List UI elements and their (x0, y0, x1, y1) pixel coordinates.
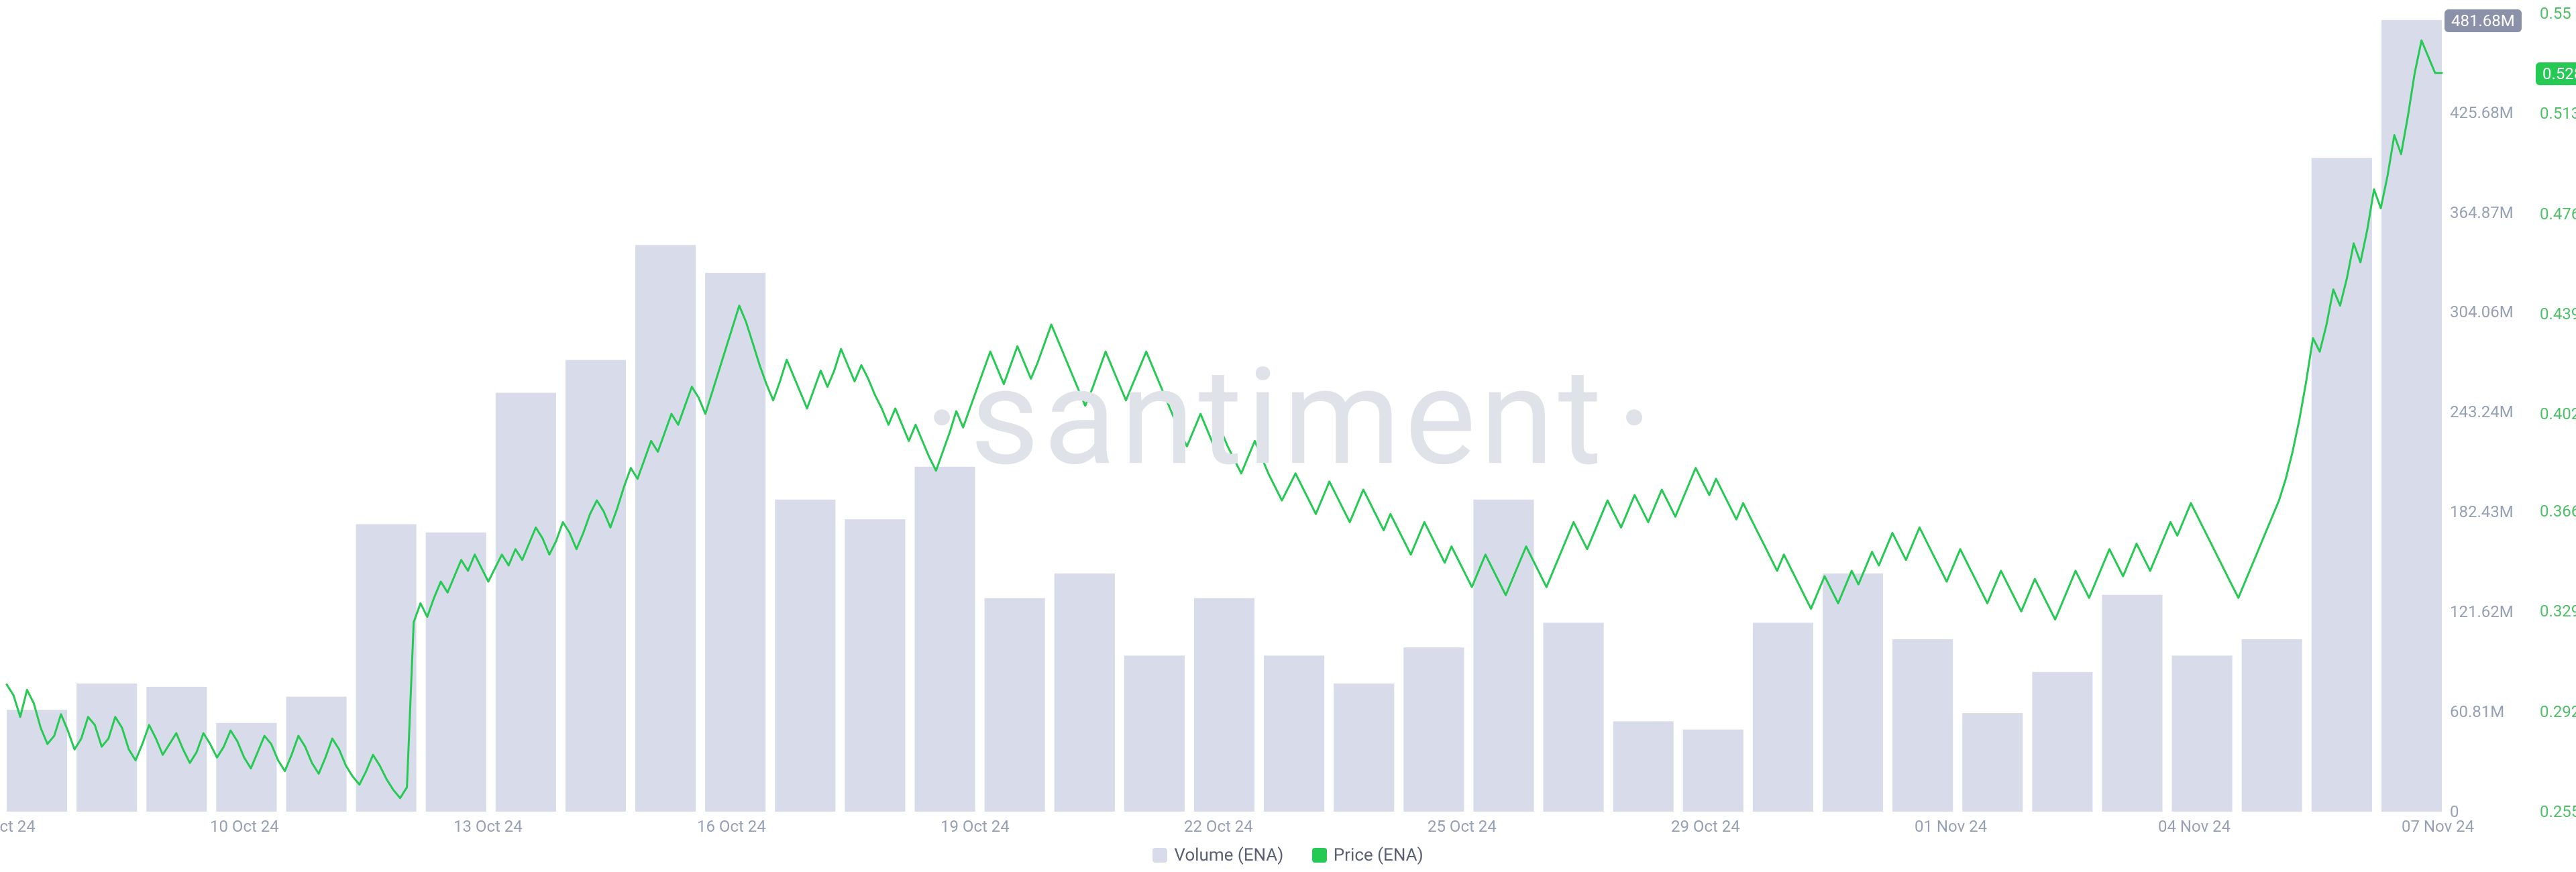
volume-bar (1055, 574, 1115, 812)
volume-bar (566, 360, 626, 812)
x-axis-tick: 25 Oct 24 (1428, 817, 1497, 836)
volume-bar (985, 598, 1045, 812)
price-axis-tick: 0.513 (2540, 104, 2576, 123)
volume-bar (2172, 655, 2233, 812)
legend-item-price: Price (ENA) (1312, 845, 1424, 865)
volume-bar (1823, 574, 1883, 812)
x-axis-tick: 01 Nov 24 (1915, 817, 1987, 836)
volume-bar (2312, 158, 2372, 812)
legend-label-volume: Volume (ENA) (1174, 845, 1283, 865)
legend-item-volume: Volume (ENA) (1152, 845, 1283, 865)
legend-label-price: Price (ENA) (1334, 845, 1424, 865)
x-axis-tick: 10 Oct 24 (210, 817, 279, 836)
price-axis-tick: 0.439 (2540, 305, 2576, 323)
price-axis-tick: 0.366 (2540, 502, 2576, 521)
x-axis-tick: 07 Nov 24 (2402, 817, 2474, 836)
volume-bar (1683, 730, 1743, 812)
volume-axis-tick: 425.68M (2450, 103, 2514, 122)
volume-axis-tick: 0 (2450, 802, 2459, 821)
x-axis-tick: 29 Oct 24 (1671, 817, 1740, 836)
volume-axis-tick: 364.87M (2450, 203, 2514, 222)
x-axis-tick: 04 Nov 24 (2158, 817, 2231, 836)
volume-bar (286, 697, 346, 812)
volume-bar (635, 245, 696, 812)
volume-bar (1264, 655, 1324, 812)
volume-current-badge: 481.68M (2445, 9, 2522, 32)
x-axis-tick: 06 Oct 24 (0, 817, 36, 836)
volume-price-chart (0, 0, 2576, 872)
volume-bar (2032, 672, 2092, 812)
legend-swatch-price (1312, 848, 1327, 863)
volume-bar (1962, 713, 2023, 812)
volume-axis-tick: 60.81M (2450, 702, 2504, 721)
volume-bar (2381, 20, 2442, 812)
x-axis-tick: 22 Oct 24 (1184, 817, 1253, 836)
price-axis-tick: 0.55 (2540, 4, 2571, 23)
x-axis-tick: 19 Oct 24 (941, 817, 1010, 836)
volume-bar (775, 500, 835, 812)
price-axis-tick: 0.292 (2540, 702, 2576, 721)
volume-axis-tick: 243.24M (2450, 402, 2514, 421)
legend: Volume (ENA) Price (ENA) (0, 845, 2576, 865)
volume-bar (914, 467, 975, 812)
volume-axis-tick: 304.06M (2450, 303, 2514, 321)
volume-bar (496, 393, 556, 812)
volume-bar (1403, 647, 1464, 812)
x-axis-tick: 16 Oct 24 (697, 817, 766, 836)
price-axis-tick: 0.329 (2540, 602, 2576, 620)
volume-bar (1544, 622, 1604, 812)
volume-bar (1473, 500, 1534, 812)
volume-bar (1124, 655, 1185, 812)
volume-bar (216, 723, 276, 812)
volume-axis-tick: 121.62M (2450, 602, 2514, 621)
legend-swatch-volume (1152, 848, 1167, 863)
volume-bar (1753, 622, 1813, 812)
price-axis-tick: 0.255 (2540, 802, 2576, 821)
price-axis-tick: 0.402 (2540, 404, 2576, 423)
volume-bar (2102, 595, 2162, 812)
volume-bar (845, 519, 905, 812)
volume-bar (1334, 684, 1394, 812)
price-current-badge: 0.528 (2536, 62, 2576, 85)
volume-bar (1194, 598, 1254, 812)
volume-bar (1892, 639, 1953, 812)
volume-bar (2242, 639, 2302, 812)
volume-bar (1613, 721, 1674, 812)
x-axis-tick: 13 Oct 24 (453, 817, 523, 836)
price-axis-tick: 0.476 (2540, 205, 2576, 223)
volume-axis-tick: 182.43M (2450, 502, 2514, 521)
